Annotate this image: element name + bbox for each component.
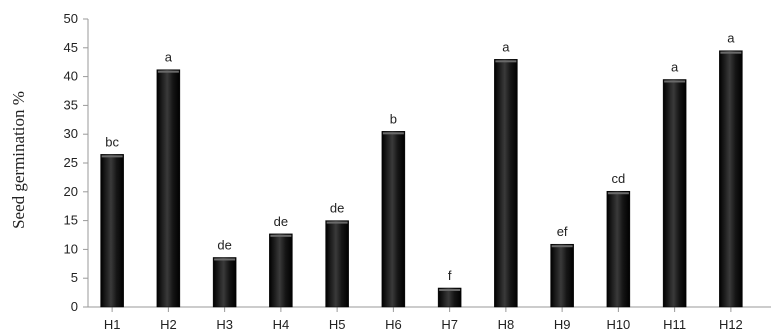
data-label: ef — [557, 224, 568, 239]
data-label: b — [390, 111, 397, 126]
bar-top-highlight — [382, 132, 404, 135]
bar-top-highlight — [157, 70, 179, 73]
y-tick-label: 10 — [64, 241, 78, 256]
bar-h10 — [606, 190, 631, 308]
bars — [100, 50, 743, 308]
data-label: de — [217, 237, 231, 252]
bar-h6 — [381, 131, 406, 308]
data-label: a — [165, 50, 173, 65]
x-tick-label: H10 — [606, 317, 630, 332]
y-tick-label: 0 — [71, 299, 78, 314]
bar-h4 — [269, 233, 293, 308]
y-tick-label: 20 — [64, 184, 78, 199]
data-label: bc — [105, 134, 119, 149]
x-tick-label: H11 — [663, 317, 686, 332]
data-label: cd — [612, 171, 626, 186]
bar-top-highlight — [326, 221, 348, 224]
x-axis: H1 H2 H3 H4 H5 H6 H7 H8 H9 H10 H11 H12 — [88, 306, 771, 332]
x-tick-label: H4 — [273, 317, 290, 332]
data-label: a — [727, 31, 735, 46]
y-tick-label: 15 — [64, 213, 78, 228]
bar-h8 — [494, 59, 518, 308]
x-tick-label: H12 — [719, 317, 743, 332]
y-tick-label: 5 — [71, 270, 78, 285]
data-label: f — [448, 268, 452, 283]
data-label: de — [274, 214, 288, 229]
bar-h7 — [437, 287, 462, 308]
bar-top-highlight — [495, 60, 517, 63]
bar-h5 — [325, 220, 349, 308]
x-tick-label: H2 — [160, 317, 177, 332]
y-tick-label: 30 — [64, 126, 78, 141]
y-tick-label: 25 — [64, 155, 78, 170]
x-tick-label: H7 — [441, 317, 458, 332]
bar-top-highlight — [101, 155, 123, 158]
bar-h12 — [719, 50, 743, 308]
x-tick-label: H1 — [104, 317, 121, 332]
data-labels: bc a de de de b f a ef cd a a — [105, 31, 735, 283]
bar-top-highlight — [664, 80, 686, 83]
bar-h1 — [100, 154, 124, 308]
x-tick-label: H6 — [385, 317, 402, 332]
y-tick-label: 45 — [64, 40, 78, 55]
x-tick-label: H8 — [498, 317, 515, 332]
x-tick-label: H5 — [329, 317, 346, 332]
x-tick-label: H3 — [216, 317, 233, 332]
bar-top-highlight — [720, 51, 742, 54]
bar-h11 — [662, 79, 687, 308]
bar-top-highlight — [607, 192, 629, 195]
data-label: de — [330, 201, 344, 216]
bar-h9 — [550, 243, 574, 308]
data-label: a — [671, 59, 679, 74]
bar-h3 — [212, 257, 237, 308]
bar-top-highlight — [214, 258, 236, 261]
data-label: a — [502, 39, 510, 54]
bar-top-highlight — [270, 234, 292, 237]
y-tick-label: 50 — [64, 11, 78, 26]
bar-h2 — [156, 69, 181, 308]
bar-top-highlight — [551, 245, 573, 248]
y-axis-label: Seed germination % — [9, 91, 28, 229]
x-tick-label: H9 — [554, 317, 571, 332]
bar-top-highlight — [439, 288, 461, 291]
y-axis: 0 5 10 15 20 25 30 35 40 45 50 — [64, 11, 89, 314]
y-tick-label: 40 — [64, 69, 78, 84]
y-tick-label: 35 — [64, 97, 78, 112]
